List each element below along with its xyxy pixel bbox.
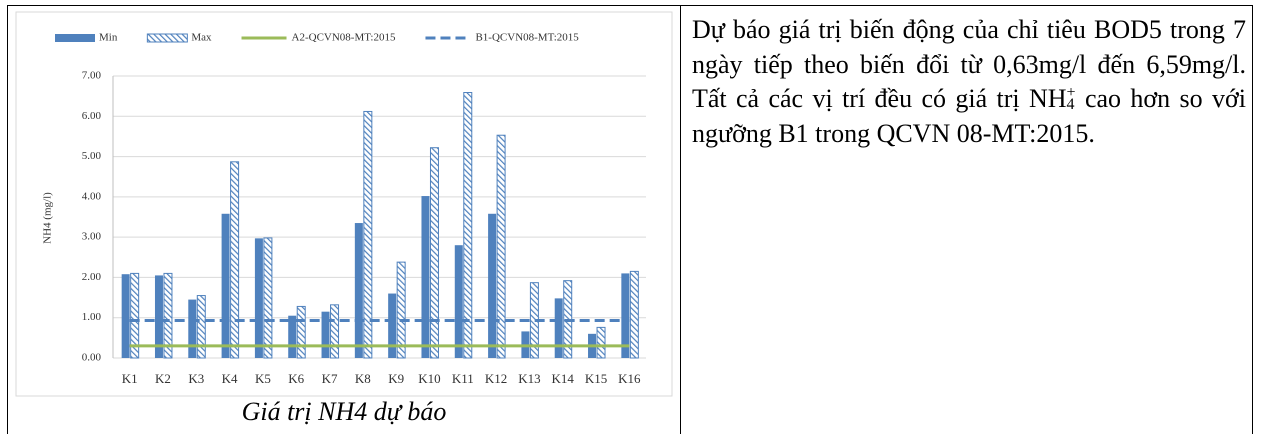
x-tick-label: K10 xyxy=(418,371,440,386)
bar xyxy=(354,223,363,358)
bar xyxy=(488,213,497,358)
subsup: +4 xyxy=(1066,84,1076,114)
legend-label: A2-QCVN08-MT:2015 xyxy=(292,32,396,44)
x-tick-label: K16 xyxy=(618,371,641,386)
bar xyxy=(629,270,639,359)
bar xyxy=(163,272,173,359)
x-tick-label: K4 xyxy=(222,371,238,386)
table-border xyxy=(7,5,1253,434)
bar xyxy=(263,237,273,359)
x-tick-label: K12 xyxy=(485,371,507,386)
bar xyxy=(196,295,206,359)
subscript: 4 xyxy=(1066,96,1075,114)
x-tick-label: K11 xyxy=(452,371,474,386)
y-tick-label: 6.00 xyxy=(82,110,102,122)
x-tick-label: K13 xyxy=(518,371,540,386)
caption: Giá trị NH4 dự báo xyxy=(241,397,447,426)
bar xyxy=(363,110,373,359)
bar xyxy=(254,238,263,358)
bar xyxy=(154,275,163,358)
bar xyxy=(621,273,630,358)
bar xyxy=(454,245,463,358)
y-tick-label: 2.00 xyxy=(82,271,102,283)
legend-label: Min xyxy=(99,32,118,44)
x-tick-label: K5 xyxy=(255,371,271,386)
bar xyxy=(596,326,606,359)
chart-border xyxy=(15,11,673,397)
y-tick-label: 4.00 xyxy=(82,190,102,202)
chart: NH4 (mg/l) 0.00 1.00 2.00 3.00 4.00 5.00 6.00 7… xyxy=(15,11,673,397)
x-tick-label: K3 xyxy=(188,371,204,386)
bar xyxy=(388,293,397,358)
bar xyxy=(188,299,197,358)
legend-label: Max xyxy=(191,32,212,44)
y-tick-label: 3.00 xyxy=(82,231,102,243)
legend-label: B1-QCVN08-MT:2015 xyxy=(475,32,579,44)
x-tick-label: K1 xyxy=(122,371,138,386)
y-tick-label: 7.00 xyxy=(82,70,102,82)
x-tick-label: K14 xyxy=(552,371,575,386)
x-tick-label: K2 xyxy=(155,371,171,386)
text: cao hơn so với ngưỡng B1 trong QCVN 08-M… xyxy=(692,84,1246,148)
legend-swatch xyxy=(55,34,95,42)
bar xyxy=(330,304,340,359)
x-tick-label: K7 xyxy=(322,371,338,386)
x-tick-label: K9 xyxy=(388,371,404,386)
bar xyxy=(130,272,140,359)
legend-swatch xyxy=(146,33,188,43)
bar xyxy=(496,134,506,359)
x-tick-label: K6 xyxy=(288,371,304,386)
superscript: + xyxy=(1066,84,1076,102)
bar xyxy=(321,311,330,358)
text: Dự báo giá trị biến động của chỉ tiêu BO… xyxy=(692,15,1246,113)
bar xyxy=(221,213,230,358)
bar xyxy=(396,261,406,359)
bar xyxy=(121,274,130,358)
cell-divider xyxy=(680,5,681,434)
bar xyxy=(554,298,563,358)
y-tick-label: 0.00 xyxy=(82,352,102,364)
x-tick-label: K8 xyxy=(355,371,371,386)
bar xyxy=(421,196,430,358)
x-tick-label: K15 xyxy=(585,371,607,386)
bar xyxy=(296,305,306,359)
y-tick-label: 5.00 xyxy=(82,150,102,162)
y-axis-label: NH4 (mg/l) xyxy=(42,192,54,244)
y-tick-label: 1.00 xyxy=(82,311,102,323)
bar xyxy=(463,92,473,359)
paragraph: Dự báo giá trị biến động của chỉ tiêu BO… xyxy=(692,13,1246,151)
bar xyxy=(230,161,240,359)
bar xyxy=(288,315,297,358)
bar xyxy=(429,147,439,359)
